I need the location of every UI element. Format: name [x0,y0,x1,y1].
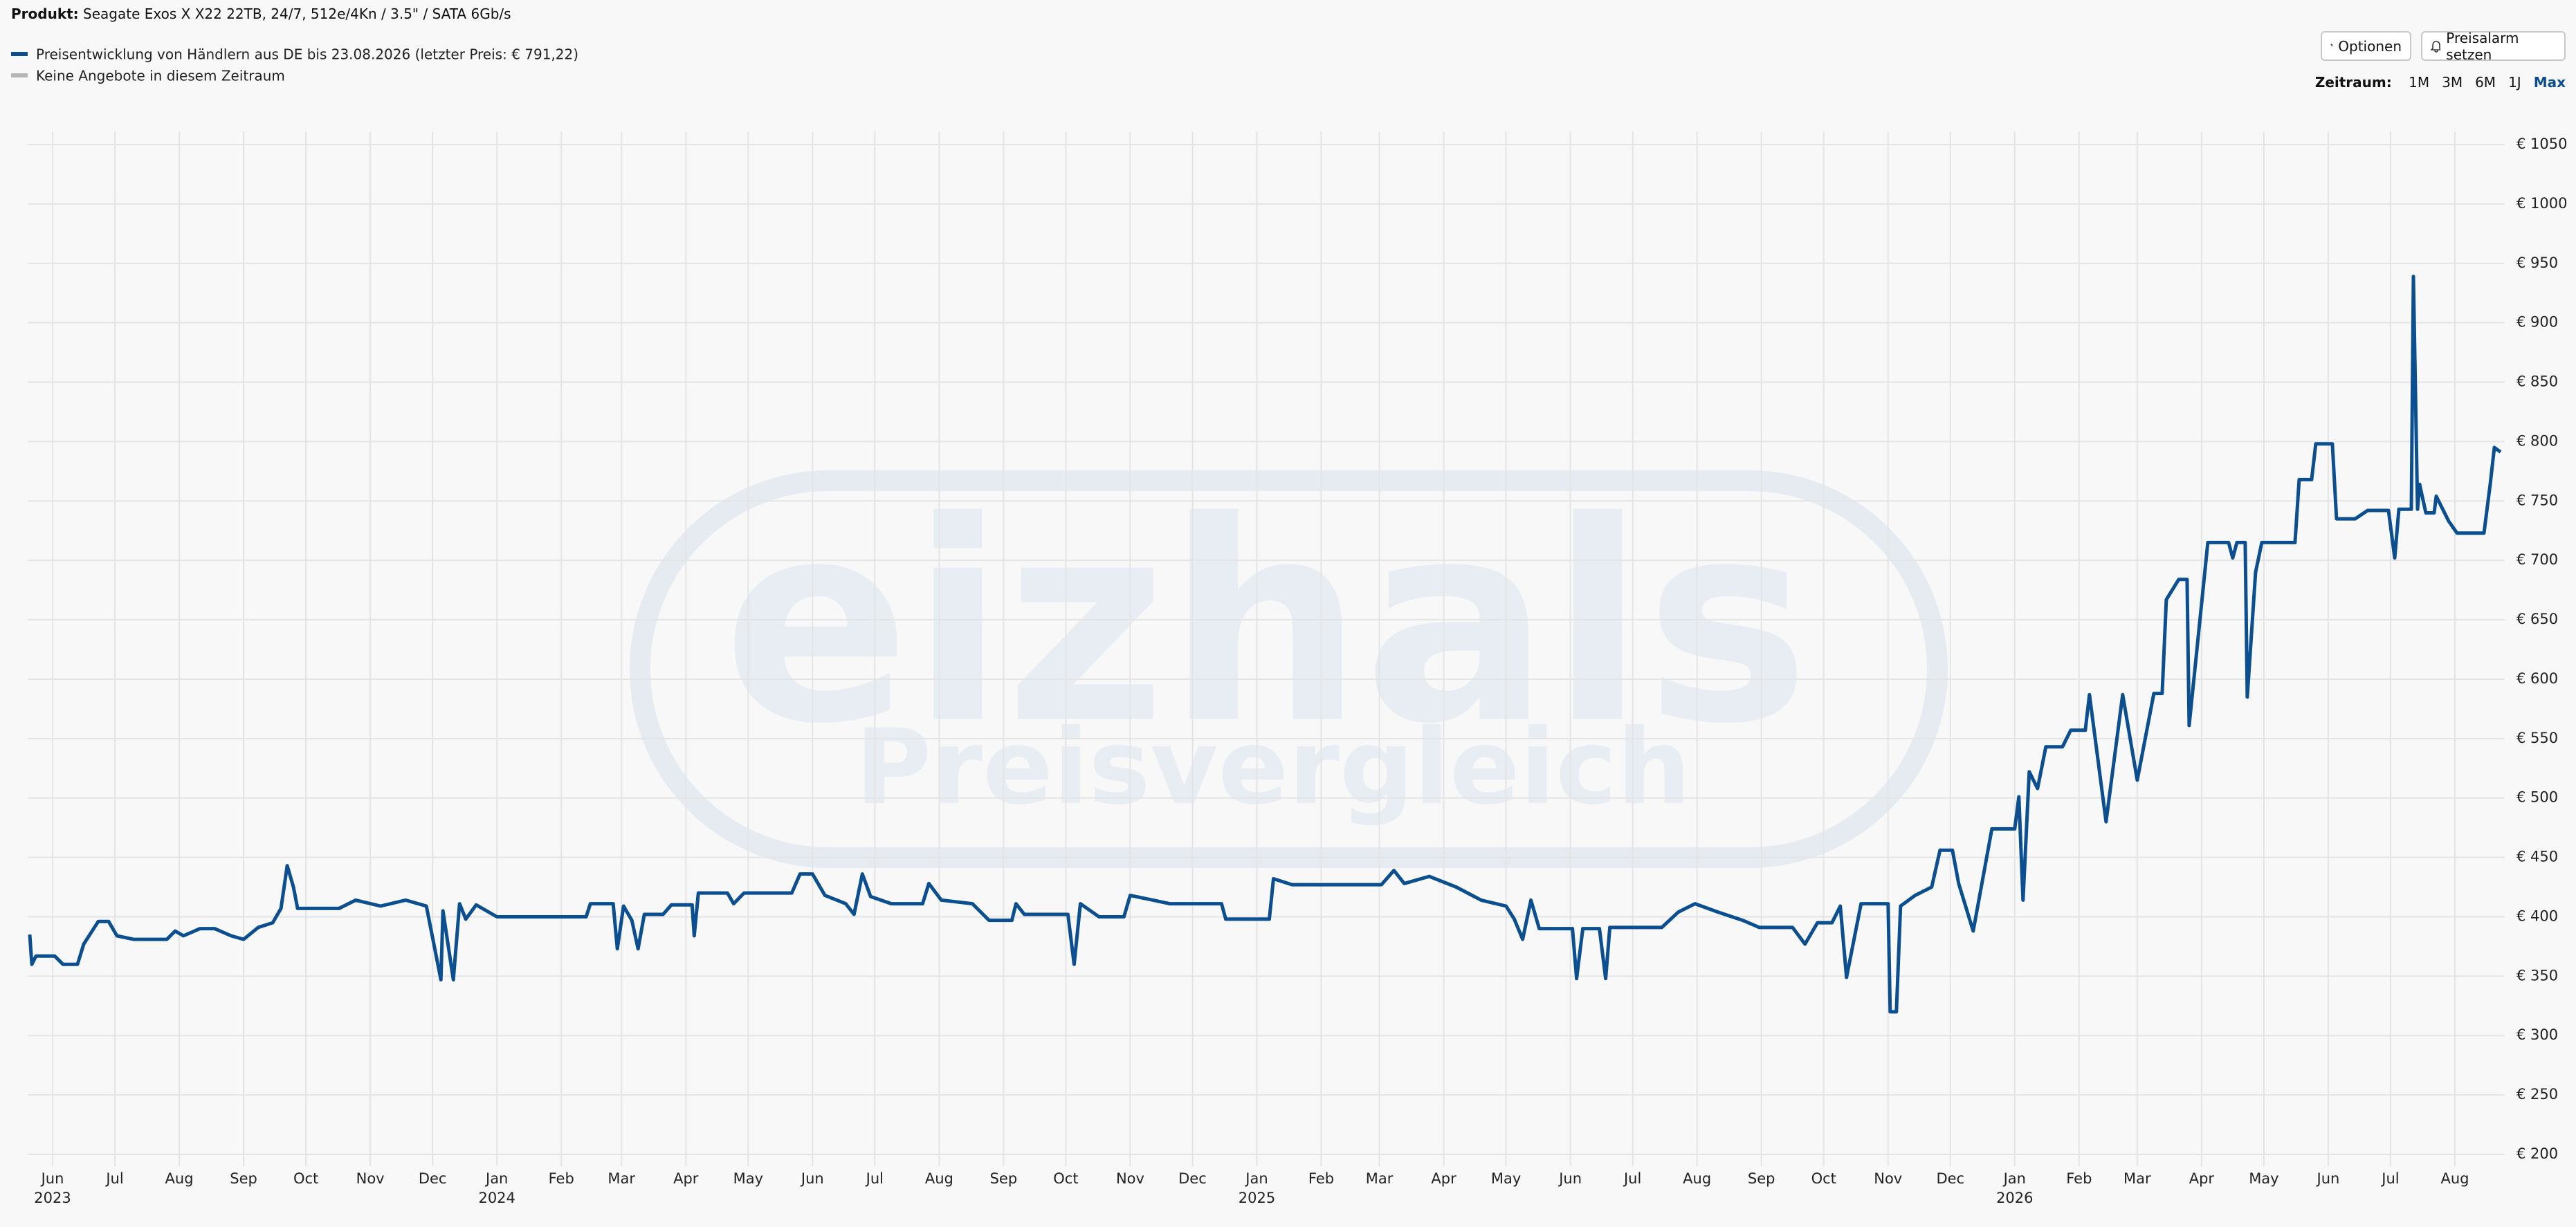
x-tick-label: Jul [1623,1170,1641,1187]
x-tick-label: Jun [800,1170,824,1187]
x-tick-label: Feb [549,1170,574,1187]
range-option[interactable]: 1J [2508,74,2521,91]
product-label: Produkt: [11,6,79,22]
y-tick-label: € 350 [2516,967,2558,984]
x-tick-label: Feb [1308,1170,1334,1187]
y-tick-label: € 400 [2516,907,2558,924]
y-tick-label: € 900 [2516,314,2558,331]
product-line: Produkt: Seagate Exos X X22 22TB, 24/7, … [11,6,511,22]
x-tick-label: Apr [2189,1170,2215,1187]
x-tick-label: May [2249,1170,2278,1187]
range-option[interactable]: Max [2533,74,2566,91]
x-year-label: 2026 [1996,1190,2033,1206]
x-tick-label: Apr [673,1170,699,1187]
x-tick-label: Aug [1683,1170,1711,1187]
x-tick-label: Jul [104,1170,123,1187]
y-tick-label: € 800 [2516,432,2558,449]
y-tick-label: € 1050 [2516,136,2567,152]
x-tick-label: Oct [1811,1170,1836,1187]
x-tick-label: May [1491,1170,1521,1187]
x-tick-label: Jul [2380,1170,2399,1187]
x-tick-label: Jun [40,1170,64,1187]
x-tick-label: Dec [419,1170,447,1187]
x-tick-label: Aug [2440,1170,2469,1187]
x-tick-label: Nov [1116,1170,1144,1187]
y-tick-label: € 1000 [2516,195,2567,212]
y-tick-label: € 550 [2516,730,2558,746]
x-tick-label: Oct [293,1170,318,1187]
y-tick-label: € 250 [2516,1086,2558,1103]
x-tick-label: Sep [990,1170,1018,1187]
bell-icon [2431,40,2441,53]
x-tick-label: Apr [1431,1170,1456,1187]
range-option[interactable]: 6M [2475,74,2496,91]
x-tick-label: Jun [2316,1170,2340,1187]
x-year-label: 2025 [1239,1190,1275,1206]
y-tick-label: € 950 [2516,255,2558,271]
y-tick-label: € 200 [2516,1145,2558,1162]
range-option[interactable]: 3M [2442,74,2463,91]
y-tick-label: € 750 [2516,492,2558,508]
x-tick-label: Dec [1936,1170,1964,1187]
watermark-brand: eizhals [722,463,1809,784]
chevron-icon [2330,43,2333,47]
y-tick-label: € 700 [2516,551,2558,568]
x-tick-label: Jun [1558,1170,1582,1187]
x-tick-label: Jan [484,1170,508,1187]
x-tick-label: Nov [1874,1170,1902,1187]
legend-label: Preisentwicklung von Händlern aus DE bis… [36,46,578,63]
options-button[interactable]: Optionen [2321,31,2411,61]
x-tick-label: Mar [2123,1170,2151,1187]
product-name: Seagate Exos X X22 22TB, 24/7, 512e/4Kn … [83,6,511,22]
x-tick-label: Feb [2066,1170,2092,1187]
legend-label: Keine Angebote in diesem Zeitraum [36,68,285,84]
y-tick-label: € 300 [2516,1026,2558,1043]
price-line [28,275,2502,1014]
range-selector: Zeitraum: 1M 3M 6M 1J Max [2315,74,2566,91]
y-tick-label: € 500 [2516,789,2558,806]
y-tick-label: € 850 [2516,373,2558,390]
x-tick-label: Sep [230,1170,257,1187]
x-tick-label: Jan [1244,1170,1268,1187]
y-tick-label: € 650 [2516,611,2558,627]
x-tick-label: Oct [1053,1170,1078,1187]
price-alert-button[interactable]: Preisalarm setzen [2421,29,2566,63]
y-tick-label: € 600 [2516,670,2558,687]
y-tick-label: € 450 [2516,849,2558,865]
x-tick-label: Mar [608,1170,635,1187]
x-tick-label: Sep [1748,1170,1775,1187]
x-tick-label: Aug [165,1170,194,1187]
x-tick-label: Jul [865,1170,884,1187]
x-tick-label: Aug [925,1170,953,1187]
watermark-tagline: Preisvergleich [855,708,1690,828]
options-label: Optionen [2338,37,2402,55]
range-label: Zeitraum: [2314,74,2392,91]
x-tick-label: Jan [2002,1170,2026,1187]
x-tick-label: May [733,1170,763,1187]
x-tick-label: Mar [1366,1170,1394,1187]
price-alert-label: Preisalarm setzen [2446,29,2519,63]
x-year-label: 2024 [478,1190,515,1206]
x-year-label: 2023 [34,1190,71,1206]
x-tick-label: Nov [356,1170,385,1187]
range-option[interactable]: 1M [2409,74,2430,91]
x-tick-label: Dec [1178,1170,1207,1187]
